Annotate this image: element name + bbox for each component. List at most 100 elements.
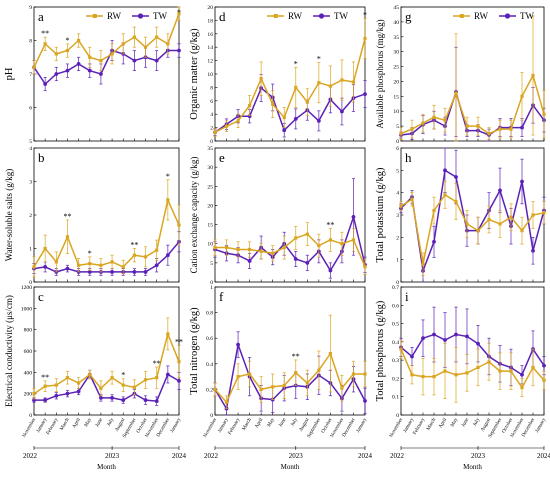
data-point	[132, 253, 136, 257]
data-point	[132, 270, 137, 274]
significance-marker: *	[166, 172, 170, 181]
data-point	[328, 84, 332, 88]
data-point	[363, 265, 367, 269]
y-tick-label: 10	[207, 242, 213, 248]
y-tick-label: 8	[29, 39, 32, 45]
data-point	[77, 263, 81, 267]
data-point	[88, 261, 92, 266]
data-point	[465, 334, 469, 339]
data-point	[143, 255, 148, 259]
data-point	[282, 115, 286, 120]
data-point	[99, 386, 103, 390]
data-point	[99, 72, 103, 76]
data-point	[99, 396, 103, 400]
y-tick-label: 3	[396, 213, 399, 219]
data-point	[476, 124, 480, 128]
data-point	[454, 332, 458, 337]
data-point	[132, 35, 136, 39]
series-line-tw	[214, 341, 366, 411]
y-tick-label: 0.2	[392, 376, 399, 382]
series-line-rw	[400, 348, 545, 390]
x-month-label: March	[425, 417, 437, 432]
y-tick-label: 15	[207, 223, 213, 229]
data-point	[454, 175, 458, 179]
y-tick-label: 2	[29, 213, 32, 219]
y-tick-label: 0	[29, 280, 32, 286]
data-point	[177, 48, 181, 53]
y-tick-label: 6	[396, 146, 399, 152]
data-point	[155, 248, 159, 252]
data-point	[43, 82, 48, 86]
data-point	[363, 372, 367, 376]
y-tick-label: 6	[29, 106, 32, 112]
y-tick-label: 25	[393, 65, 399, 71]
data-point	[177, 12, 181, 16]
series-line-tw	[214, 86, 366, 133]
data-point	[294, 371, 298, 375]
data-point	[87, 68, 92, 73]
data-point	[213, 130, 217, 134]
y-tick-label: 400	[24, 370, 33, 376]
y-tick-label: 0.5	[392, 322, 399, 328]
x-month-label: November	[202, 417, 218, 439]
data-point	[542, 363, 546, 368]
data-point	[542, 378, 546, 382]
data-point	[476, 229, 480, 233]
series-tw	[213, 178, 367, 279]
data-point	[88, 372, 92, 377]
significance-marker: *	[177, 8, 181, 17]
y-axis-label: Organic matter (g/kg)	[189, 28, 200, 120]
data-point	[520, 179, 524, 184]
data-point	[531, 213, 535, 217]
series-rw	[213, 314, 367, 409]
y-tick-label: 6	[210, 99, 213, 105]
y-tick-label: 10	[393, 109, 399, 115]
data-point	[165, 253, 170, 258]
data-point	[213, 245, 217, 250]
data-point	[410, 197, 414, 201]
data-point	[363, 92, 367, 96]
year-label: 2022	[390, 452, 405, 460]
y-tick-label: 800	[24, 328, 33, 334]
data-point	[509, 127, 513, 131]
data-point	[421, 262, 425, 266]
data-point	[487, 217, 491, 222]
series-line-rw	[400, 73, 545, 135]
panel-f: 0 0.2 0.4 0.6 0.8 1 Total nitrogen (g/kg) f ** No…	[189, 285, 373, 471]
data-point	[465, 371, 469, 375]
data-point	[432, 239, 436, 244]
y-tick-label: 45	[393, 5, 399, 11]
data-point	[421, 375, 425, 379]
x-month-label: March	[59, 417, 71, 432]
y-axis-label: Water-soluble salts (g/kg)	[4, 169, 14, 262]
x-month-label: November	[21, 417, 37, 439]
data-point	[454, 373, 458, 377]
data-point	[177, 360, 181, 364]
data-point	[143, 378, 148, 382]
data-point	[542, 211, 546, 215]
data-point	[498, 188, 502, 193]
data-point	[155, 376, 159, 380]
panel-h: 0 1 2 3 4 5 6 Total potassium (g/kg) h	[375, 146, 546, 286]
y-tick-label: 0.7	[392, 285, 399, 291]
y-tick-label: 3	[29, 180, 32, 186]
y-tick-label: 10	[207, 72, 213, 78]
data-point	[520, 385, 524, 390]
y-axis-label: pH	[4, 67, 15, 80]
data-point	[213, 387, 217, 391]
significance-marker: **	[292, 352, 300, 361]
significance-marker: *	[65, 36, 69, 45]
legend-label: RW	[288, 11, 303, 21]
data-point	[465, 222, 469, 226]
series-rw	[32, 6, 181, 75]
y-tick-label: 2	[210, 126, 213, 132]
data-point	[77, 381, 81, 385]
y-tick-label: 2	[396, 235, 399, 241]
data-point	[305, 260, 310, 265]
plot-frame	[400, 286, 545, 416]
data-point	[531, 73, 535, 78]
y-tick-label: 4	[210, 112, 213, 118]
data-point	[65, 376, 70, 380]
data-point	[363, 399, 367, 403]
data-point	[293, 116, 298, 121]
